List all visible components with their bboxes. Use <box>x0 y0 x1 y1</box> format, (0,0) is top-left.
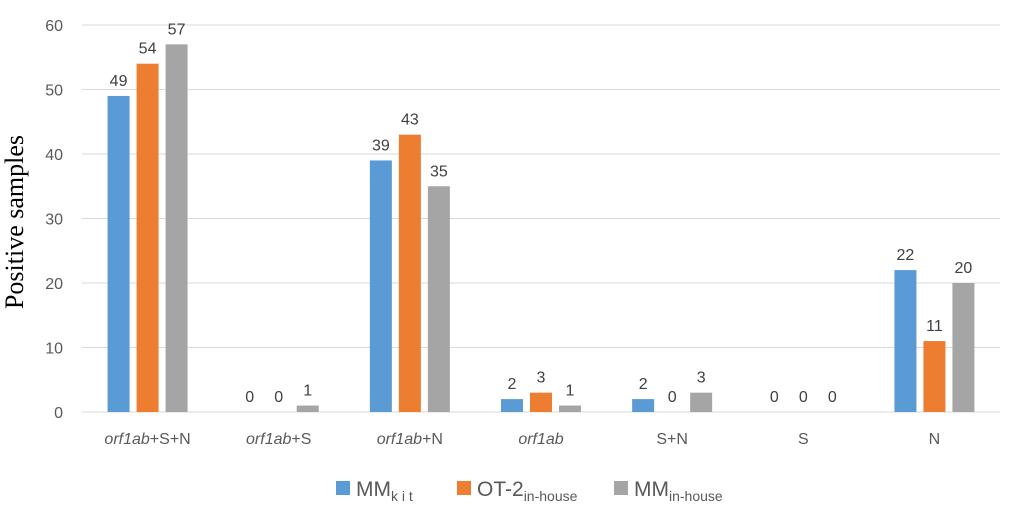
data-label: 2 <box>639 376 648 393</box>
data-label: 39 <box>372 137 390 154</box>
y-tick-label: 30 <box>45 212 63 229</box>
data-label: 1 <box>566 383 575 400</box>
x-axis-categories: orf1ab+S+N orf1ab+S orf1ab+N orf1ab S+N S N <box>104 431 940 448</box>
legend: MMk i t OT-2in-house MMin-house <box>336 478 723 504</box>
data-label: 0 <box>668 389 677 406</box>
legend-swatch <box>457 481 471 495</box>
bar <box>107 95 130 412</box>
data-label: 3 <box>537 370 546 387</box>
bar <box>501 399 523 412</box>
bar <box>296 405 319 412</box>
bar <box>632 399 655 412</box>
y-tick-label: 40 <box>45 147 63 164</box>
data-label: 54 <box>139 41 157 58</box>
data-label: 11 <box>926 318 943 335</box>
data-label: 22 <box>897 247 915 264</box>
y-tick-label: 0 <box>54 405 63 422</box>
x-category-label: orf1ab+N <box>377 431 443 448</box>
bar <box>427 186 450 412</box>
data-label: 3 <box>697 370 706 387</box>
bar <box>530 392 552 412</box>
x-category-label: orf1ab <box>518 431 563 448</box>
bar <box>136 63 159 412</box>
data-label: 35 <box>430 163 448 180</box>
bar <box>894 270 917 412</box>
bar <box>369 160 392 412</box>
data-label: 2 <box>508 376 517 393</box>
x-category-label: orf1ab+S+N <box>104 431 190 448</box>
legend-swatch <box>614 481 628 495</box>
bars <box>107 44 975 412</box>
data-label: 57 <box>168 21 186 38</box>
bar <box>398 134 421 412</box>
y-tick-label: 60 <box>45 18 63 35</box>
bar <box>923 341 946 412</box>
data-label: 43 <box>401 112 419 129</box>
data-label: 0 <box>274 389 283 406</box>
data-label: 20 <box>955 260 973 277</box>
data-label: 1 <box>303 383 312 400</box>
legend-label: MMk i t <box>356 478 413 504</box>
y-axis-title: Positive samples <box>0 135 29 309</box>
data-label: 0 <box>828 389 837 406</box>
bar <box>952 283 975 412</box>
data-label: 0 <box>799 389 808 406</box>
bar <box>559 405 581 412</box>
x-category-label: orf1ab+S <box>246 431 311 448</box>
x-category-label: N <box>929 431 941 448</box>
legend-label: OT-2in-house <box>477 478 578 504</box>
y-tick-label: 10 <box>45 341 63 358</box>
y-tick-label: 50 <box>45 83 63 100</box>
bar <box>165 44 188 412</box>
legend-swatch <box>336 481 350 495</box>
x-category-label: S+N <box>656 431 688 448</box>
y-tick-label: 20 <box>45 276 63 293</box>
bar <box>690 392 713 412</box>
x-category-label: S <box>798 431 809 448</box>
data-label: 0 <box>245 389 254 406</box>
data-label: 49 <box>110 73 128 90</box>
data-label: 0 <box>770 389 779 406</box>
y-axis-ticks: 0 10 20 30 40 50 60 <box>45 18 63 422</box>
gridlines <box>82 24 1000 413</box>
legend-label: MMin-house <box>634 478 723 504</box>
